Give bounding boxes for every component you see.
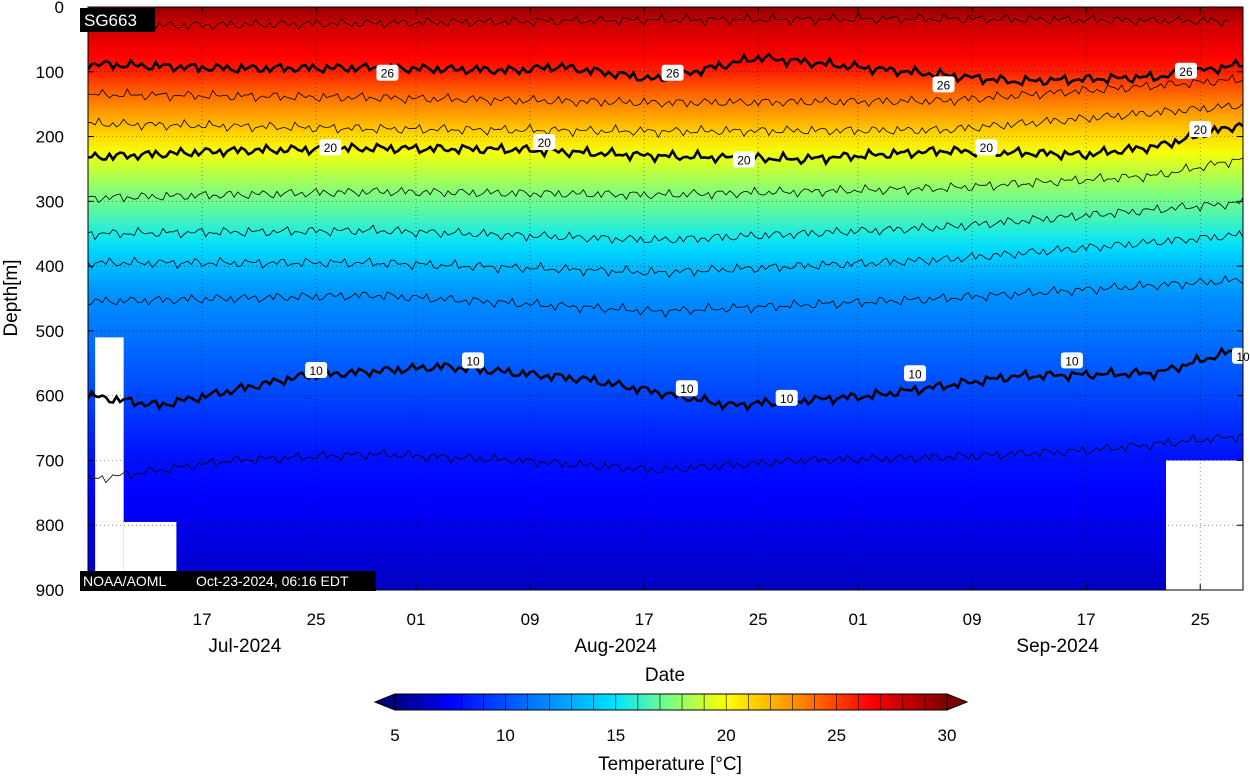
y-tick-label: 200 — [36, 128, 64, 147]
colorbar-extend-low — [373, 693, 396, 711]
y-tick-label: 400 — [36, 257, 64, 276]
isotherm-label-bg — [775, 389, 798, 406]
isotherm-label: 10 — [908, 367, 922, 381]
no-data-region — [95, 337, 124, 590]
isotherm-label-bg — [732, 151, 755, 168]
isotherm-label: 10 — [1065, 354, 1079, 368]
isotherm-18 — [88, 157, 1243, 203]
colorbar-tick-label: 30 — [938, 726, 957, 745]
x-tick-label: 17 — [635, 610, 654, 629]
colorbar-bar — [394, 693, 948, 711]
isotherm-label: 10 — [466, 354, 480, 368]
isotherm-label-bg — [533, 134, 556, 151]
isotherm-label: 20 — [737, 154, 751, 168]
platform-label-box — [80, 8, 155, 32]
isotherm-label: 20 — [324, 141, 338, 155]
isotherm-20 — [88, 121, 1243, 167]
y-tick-label: 300 — [36, 192, 64, 211]
isotherm-28 — [88, 12, 1229, 31]
credit-box — [80, 571, 376, 591]
colorbar-title: Temperature [°C] — [598, 754, 742, 775]
isotherm-label-bg — [376, 64, 399, 81]
temperature-field — [88, 7, 1243, 590]
isotherm-label: 26 — [937, 78, 951, 92]
isotherm-24 — [88, 74, 1243, 108]
x-tick-label: 01 — [849, 610, 868, 629]
isotherm-label-bg — [904, 365, 927, 382]
isotherm-14 — [88, 230, 1243, 279]
y-tick-label: 500 — [36, 322, 64, 341]
month-label: Aug-2024 — [574, 636, 657, 657]
isotherm-label: 26 — [1179, 65, 1193, 79]
platform-label: SG663 — [84, 11, 137, 30]
x-tick-label: 09 — [963, 610, 982, 629]
grid-lines — [88, 7, 1243, 590]
x-axis: 17 25 01 09 17 25 01 09 17 25 Jul-2024 Aug-2024 Sep-… — [193, 7, 1210, 657]
x-tick-label: 25 — [307, 610, 326, 629]
y-tick-label: 700 — [36, 451, 64, 470]
x-tick-label: 17 — [193, 610, 212, 629]
y-tick-label: 600 — [36, 387, 64, 406]
plot-frame — [87, 6, 1244, 591]
isotherm-16 — [88, 196, 1243, 245]
isotherm-label: 20 — [538, 136, 552, 150]
isotherm-label-bg — [675, 380, 698, 397]
y-tick-label: 0 — [55, 0, 64, 17]
isotherm-label-bg — [319, 139, 342, 156]
colorbar: 5 10 15 20 25 30 — [373, 693, 969, 745]
isotherm-label-bg — [1189, 121, 1212, 138]
isotherm-label-bg — [661, 64, 684, 81]
x-tick-label: 25 — [749, 610, 768, 629]
y-axis: 0 100 200 300 400 500 600 700 800 900 — [36, 0, 1243, 600]
y-axis-title: Depth[m] — [1, 259, 22, 336]
isotherm-label-bg — [975, 139, 998, 156]
y-tick-label: 900 — [36, 581, 64, 600]
colorbar-tick-label: 5 — [390, 726, 399, 745]
x-axis-title: Date — [645, 665, 685, 686]
x-tick-label: 09 — [521, 610, 540, 629]
isotherm-10 — [88, 345, 1243, 413]
y-tick-label: 100 — [36, 63, 64, 82]
temperature-field-fill — [88, 7, 1243, 590]
x-tick-label: 25 — [1191, 610, 1210, 629]
isotherm-22 — [88, 102, 1243, 139]
x-tick-label: 01 — [407, 610, 426, 629]
isotherm-label-bg — [1174, 62, 1197, 79]
isotherm-label-bg — [462, 352, 484, 369]
isotherm-label-bg — [1232, 347, 1250, 364]
timestamp-text: Oct-23-2024, 06:16 EDT — [196, 573, 349, 589]
isotherm-label: 10 — [309, 364, 323, 378]
isotherm-12 — [88, 275, 1243, 319]
credit-text: NOAA/AOML — [83, 573, 166, 589]
colorbar-tick-label: 10 — [496, 726, 515, 745]
colorbar-tick-label: 25 — [827, 726, 846, 745]
colorbar-extend-high — [946, 693, 969, 711]
isotherm-label: 10 — [780, 392, 794, 406]
month-label: Sep-2024 — [1016, 636, 1099, 657]
isotherm-label-bg — [1060, 352, 1083, 369]
isotherm-label-bg — [305, 362, 328, 379]
isotherm-label: 20 — [1194, 123, 1208, 137]
isotherm-label: 26 — [381, 67, 395, 81]
month-label: Jul-2024 — [208, 636, 281, 657]
y-tick-label: 800 — [36, 516, 64, 535]
isotherm-label-bg — [932, 76, 955, 93]
isotherm-label: 10 — [680, 382, 694, 396]
isotherm-label: 20 — [980, 141, 994, 155]
colorbar-tick-label: 15 — [606, 726, 625, 745]
colorbar-tick-label: 20 — [717, 726, 736, 745]
x-tick-label: 17 — [1077, 610, 1096, 629]
isotherm-8 — [88, 433, 1243, 484]
isotherm-label: 26 — [666, 67, 680, 81]
